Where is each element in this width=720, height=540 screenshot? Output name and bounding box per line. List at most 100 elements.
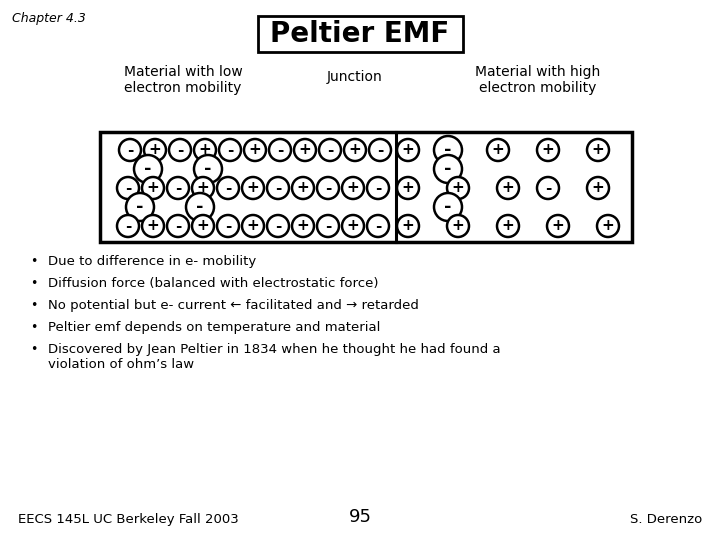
Text: +: +	[197, 180, 210, 195]
Circle shape	[317, 177, 339, 199]
Text: S. Derenzo: S. Derenzo	[630, 513, 702, 526]
Text: +: +	[346, 180, 359, 195]
Circle shape	[537, 139, 559, 161]
Text: -: -	[204, 160, 212, 178]
Text: -: -	[225, 219, 231, 233]
Text: Material with low
electron mobility: Material with low electron mobility	[124, 65, 243, 95]
Text: -: -	[444, 141, 451, 159]
Text: +: +	[297, 219, 310, 233]
Circle shape	[167, 215, 189, 237]
Circle shape	[587, 139, 609, 161]
Text: EECS 145L UC Berkeley Fall 2003: EECS 145L UC Berkeley Fall 2003	[18, 513, 239, 526]
Circle shape	[186, 193, 214, 221]
Circle shape	[244, 139, 266, 161]
Text: Junction: Junction	[327, 70, 383, 84]
Circle shape	[447, 177, 469, 199]
Bar	[100, 132, 632, 242]
Circle shape	[547, 215, 569, 237]
Text: -: -	[545, 180, 552, 195]
Circle shape	[267, 177, 289, 199]
Text: -: -	[275, 219, 282, 233]
Circle shape	[144, 139, 166, 161]
Text: Diffusion force (balanced with electrostatic force): Diffusion force (balanced with electrost…	[48, 277, 379, 290]
Text: Peltier emf depends on temperature and material: Peltier emf depends on temperature and m…	[48, 321, 380, 334]
Text: +: +	[602, 219, 614, 233]
Text: -: -	[136, 198, 144, 216]
Text: •: •	[30, 299, 37, 312]
Circle shape	[294, 139, 316, 161]
Circle shape	[142, 215, 164, 237]
Circle shape	[342, 215, 364, 237]
Circle shape	[217, 215, 239, 237]
Circle shape	[167, 177, 189, 199]
Circle shape	[194, 139, 216, 161]
Circle shape	[269, 139, 291, 161]
Text: -: -	[144, 160, 152, 178]
Circle shape	[126, 193, 154, 221]
Text: -: -	[175, 180, 181, 195]
Text: +: +	[199, 143, 212, 158]
Circle shape	[397, 139, 419, 161]
Circle shape	[434, 136, 462, 164]
Circle shape	[367, 177, 389, 199]
Text: +: +	[492, 143, 505, 158]
Text: +: +	[299, 143, 311, 158]
Circle shape	[292, 177, 314, 199]
Circle shape	[537, 177, 559, 199]
Text: +: +	[147, 180, 159, 195]
Circle shape	[192, 177, 214, 199]
Circle shape	[134, 155, 162, 183]
Circle shape	[242, 177, 264, 199]
Text: +: +	[247, 180, 259, 195]
Text: •: •	[30, 277, 37, 290]
Text: +: +	[502, 219, 514, 233]
Circle shape	[397, 215, 419, 237]
Text: -: -	[377, 143, 383, 158]
Circle shape	[434, 155, 462, 183]
Text: -: -	[276, 143, 283, 158]
Circle shape	[434, 193, 462, 221]
Bar	[258, 16, 463, 52]
Circle shape	[367, 215, 389, 237]
Text: -: -	[125, 180, 131, 195]
Circle shape	[317, 215, 339, 237]
Text: +: +	[402, 180, 415, 195]
Text: Chapter 4.3: Chapter 4.3	[12, 12, 86, 25]
Text: Material with high
electron mobility: Material with high electron mobility	[475, 65, 600, 95]
Text: No potential but e- current ← facilitated and → retarded: No potential but e- current ← facilitate…	[48, 299, 419, 312]
Text: +: +	[451, 219, 464, 233]
Text: +: +	[297, 180, 310, 195]
Text: -: -	[375, 180, 381, 195]
Circle shape	[142, 177, 164, 199]
Text: -: -	[325, 180, 331, 195]
Text: +: +	[541, 143, 554, 158]
Circle shape	[497, 215, 519, 237]
Text: +: +	[451, 180, 464, 195]
Circle shape	[344, 139, 366, 161]
Text: -: -	[125, 219, 131, 233]
Circle shape	[194, 155, 222, 183]
Text: •: •	[30, 255, 37, 268]
Text: -: -	[375, 219, 381, 233]
Circle shape	[342, 177, 364, 199]
Circle shape	[117, 215, 139, 237]
Text: -: -	[225, 180, 231, 195]
Text: -: -	[175, 219, 181, 233]
Text: -: -	[325, 219, 331, 233]
Text: -: -	[444, 198, 451, 216]
Circle shape	[219, 139, 241, 161]
Circle shape	[497, 177, 519, 199]
Text: Peltier EMF: Peltier EMF	[271, 20, 449, 48]
Text: +: +	[348, 143, 361, 158]
Text: -: -	[227, 143, 233, 158]
Text: +: +	[248, 143, 261, 158]
Text: 95: 95	[348, 508, 372, 526]
Circle shape	[217, 177, 239, 199]
Text: -: -	[197, 198, 204, 216]
Circle shape	[587, 177, 609, 199]
Text: -: -	[444, 160, 451, 178]
Text: +: +	[197, 219, 210, 233]
Text: -: -	[127, 143, 133, 158]
Circle shape	[447, 215, 469, 237]
Text: -: -	[275, 180, 282, 195]
